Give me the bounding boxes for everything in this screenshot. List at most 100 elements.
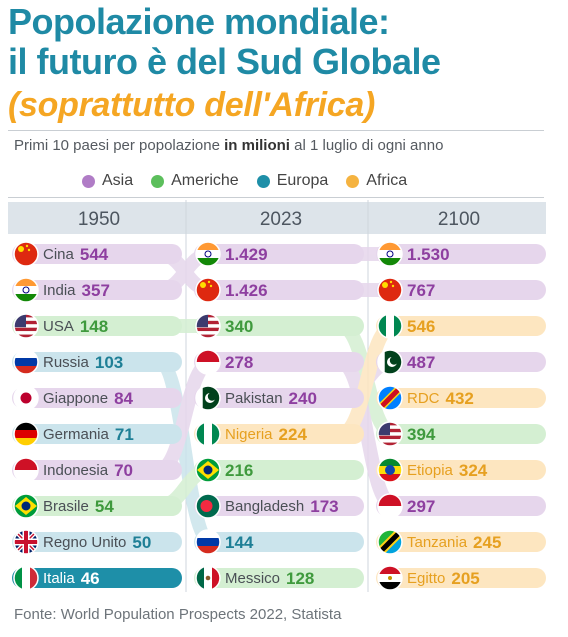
row-1950-3: USA 148 [12, 313, 182, 339]
russia-flag-icon [196, 530, 220, 554]
population-value: 148 [80, 317, 108, 336]
population-value: 432 [446, 389, 474, 408]
row-bar [376, 424, 546, 444]
country-name: Pakistan [225, 390, 283, 407]
population-value: 297 [407, 497, 435, 516]
mexico-flag-icon [196, 566, 220, 590]
population-value: 103 [95, 353, 123, 372]
legend-item-europa: Europa [256, 172, 329, 190]
population-value: 546 [407, 317, 435, 336]
row-2023-1: 1.429 [194, 241, 364, 267]
row-2023-6: Nigeria 224 [194, 421, 364, 447]
population-value: 46 [81, 569, 100, 588]
legend-dot-asia [82, 174, 95, 188]
row-2023-4: 278 [194, 349, 364, 375]
row-bar [194, 496, 364, 516]
population-value: 54 [95, 497, 114, 516]
column-1950: Cina 544 India 357 USA 148 Russia 103 Giappone 84… [12, 241, 182, 591]
divider-top [8, 130, 544, 131]
row-bar [376, 460, 546, 480]
title-line-1: Popolazione mondiale: [8, 1, 390, 42]
legend-dot-europa [256, 174, 270, 188]
row-bar [12, 424, 182, 444]
nigeria-flag-icon [378, 314, 402, 338]
legend-label-europa: Europa [276, 172, 329, 189]
country-name: Messico [225, 570, 280, 587]
country-name: India [43, 282, 76, 299]
row-bar [376, 568, 546, 588]
country-name: Russia [43, 354, 90, 371]
population-value: 173 [310, 497, 338, 516]
indonesia-flag-icon [14, 458, 38, 482]
egypt-flag-icon [378, 566, 402, 590]
population-value: 1.426 [225, 281, 268, 300]
population-value: 357 [82, 281, 110, 300]
population-value: 278 [225, 353, 253, 372]
row-1950-2: India 357 [12, 277, 182, 303]
population-value: 240 [289, 389, 317, 408]
population-value: 767 [407, 281, 435, 300]
row-2100-2: 767 [376, 277, 546, 303]
country-name: Egitto [407, 570, 445, 587]
row-bar [194, 568, 364, 588]
country-name: USA [43, 318, 74, 335]
legend-label-americhe: Americhe [171, 172, 239, 189]
population-value: 1.530 [407, 245, 450, 264]
country-name: Indonesia [43, 462, 109, 479]
row-bar [12, 316, 182, 336]
population-value: 128 [286, 569, 314, 588]
row-2023-8: Bangladesh 173 [194, 493, 364, 519]
column-2023: 1.429 1.426 340 278 Pakistan 240 Nigeria 224 216… [194, 241, 364, 591]
subtitle-after: al 1 luglio di ogni anno [289, 137, 444, 154]
subtitle-before: Primi 10 paesi per popolazione [14, 137, 225, 154]
year-header-bg-2023 [190, 202, 372, 234]
row-2100-10: Egitto 205 [376, 565, 546, 591]
row-bar [194, 424, 364, 444]
row-bar [194, 316, 364, 336]
row-2100-3: 546 [376, 313, 546, 339]
year-header-2023: 2023 [260, 209, 302, 230]
row-bar [12, 460, 182, 480]
population-value: 394 [407, 425, 436, 444]
ranking-chart: 1950 2023 2100 Cina 544 India 357 USA 148 Russia 1… [8, 200, 546, 592]
column-2100: 1.530 767 546 487 RDC 432 394 Etiopia 324 297 Tanz… [376, 241, 546, 591]
india-flag-icon [14, 278, 38, 302]
country-name: Brasile [43, 498, 89, 515]
country-name: Etiopia [407, 462, 454, 479]
legend-item-africa: Africa [346, 172, 407, 190]
row-bar [12, 568, 182, 588]
title-line-3: (soprattutto dell'Africa) [8, 86, 376, 124]
ethiopia-flag-icon [378, 458, 402, 482]
source-note: Fonte: World Population Prospects 2022, … [14, 606, 342, 623]
row-bar [194, 280, 364, 300]
population-value: 245 [473, 533, 501, 552]
row-bar [376, 532, 546, 552]
indonesia-flag-icon [196, 350, 220, 374]
subtitle: Primi 10 paesi per popolazione in milion… [14, 137, 443, 154]
row-bar [376, 352, 546, 372]
row-bar [12, 496, 182, 516]
population-value: 224 [279, 425, 308, 444]
row-1950-6: Germania 71 [12, 421, 182, 447]
legend-dot-africa [346, 174, 360, 188]
country-name: Germania [43, 426, 110, 443]
indonesia-flag-icon [378, 494, 402, 518]
india-flag-icon [196, 242, 220, 266]
population-value: 84 [114, 389, 133, 408]
legend-label-asia: Asia [102, 172, 134, 189]
population-value: 71 [115, 425, 134, 444]
legend-item-americhe: Americhe [151, 172, 239, 190]
row-1950-5: Giappone 84 [12, 385, 182, 411]
row-2023-9: 144 [194, 529, 364, 555]
row-2100-4: 487 [376, 349, 546, 375]
row-2100-5: RDC 432 [376, 385, 546, 411]
germany-flag-icon [14, 422, 38, 446]
country-name: Regno Unito [43, 534, 126, 551]
row-2023-5: Pakistan 240 [194, 385, 364, 411]
india-flag-icon [378, 242, 402, 266]
country-name: Bangladesh [225, 498, 304, 515]
nigeria-flag-icon [196, 422, 220, 446]
population-value: 144 [225, 533, 254, 552]
row-1950-9: Regno Unito 50 [12, 529, 182, 555]
row-bar [194, 352, 364, 372]
